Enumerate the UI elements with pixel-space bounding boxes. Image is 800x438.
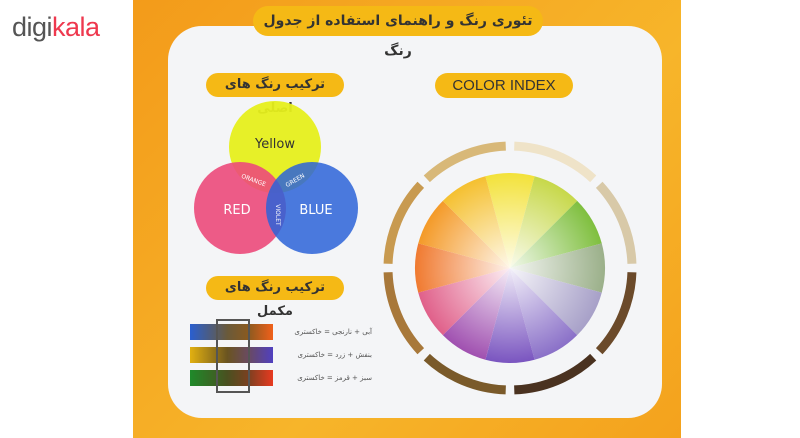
logo-prefix: digi [12,12,53,42]
gray-mix-frame [216,319,250,393]
wheel-outer-ring-segment [514,353,597,395]
wheel-outer-ring-segment [383,181,425,264]
label-blue: BLUE [299,203,332,218]
complement-label: آبی + نارنجی = خاکستری [294,328,372,336]
complementary-colors-heading: ترکیب رنگ های مکمل [206,276,344,319]
wheel-outer-ring-segment [423,141,506,183]
wheel-outer-ring-segment [595,272,637,355]
label-violet: VIOLET [274,204,281,226]
wheel-outer-ring-segment [383,272,425,355]
color-index-heading: COLOR INDEX [435,73,573,98]
complement-label: سبز + قرمز = خاکستری [297,374,372,382]
complement-label: بنفش + زرد = خاکستری [297,351,372,359]
label-yellow: Yellow [254,137,295,152]
color-wheel [383,141,637,395]
wheel-outer-ring-segment [514,141,597,183]
digikala-logo[interactable]: digikala [12,12,100,43]
board-title: تئوری رنگ و راهنمای استفاده از جدول رنگ [253,6,543,59]
wheel-outer-ring-segment [423,353,506,395]
green-red-bar [190,370,273,386]
wheel-outer-ring-segment [595,181,637,264]
red-circle [194,162,286,254]
blue-circle [266,162,358,254]
logo-suffix: kala [52,12,100,42]
label-red: RED [223,203,250,218]
violet-yellow-bar [190,347,273,363]
wheel-center-fade [415,173,605,363]
venn-diagram: Yellow RED BLUE ORANGE GREEN VIOLET [194,101,358,254]
blue-orange-bar [190,324,273,340]
